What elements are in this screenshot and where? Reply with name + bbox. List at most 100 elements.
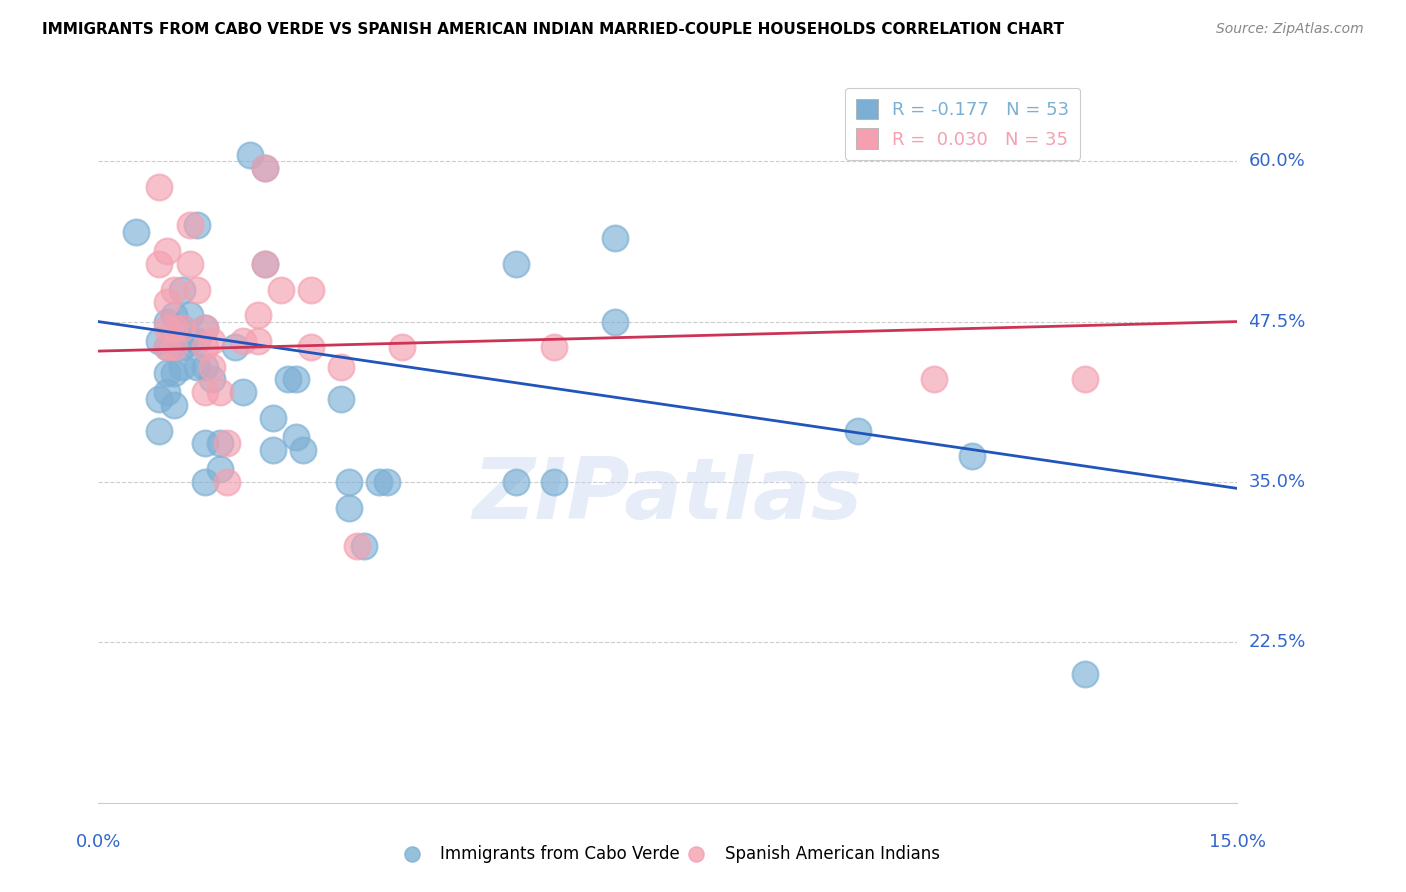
Point	[543, 475, 565, 489]
Point	[194, 436, 217, 450]
Point	[156, 315, 179, 329]
Point	[194, 359, 217, 374]
Text: Spanish American Indians: Spanish American Indians	[725, 845, 939, 863]
Text: Immigrants from Cabo Verde: Immigrants from Cabo Verde	[440, 845, 681, 863]
Text: 60.0%: 60.0%	[1249, 153, 1305, 170]
Text: 47.5%: 47.5%	[1249, 312, 1306, 331]
Point	[194, 340, 217, 354]
Point	[163, 308, 186, 322]
Point	[277, 372, 299, 386]
Point	[125, 225, 148, 239]
Point	[194, 475, 217, 489]
Point	[186, 283, 208, 297]
Point	[186, 219, 208, 233]
Point	[148, 179, 170, 194]
Point	[254, 161, 277, 175]
Point	[163, 334, 186, 348]
Point	[208, 462, 231, 476]
Point	[194, 321, 217, 335]
Point	[179, 334, 201, 348]
Text: IMMIGRANTS FROM CABO VERDE VS SPANISH AMERICAN INDIAN MARRIED-COUPLE HOUSEHOLDS : IMMIGRANTS FROM CABO VERDE VS SPANISH AM…	[42, 22, 1064, 37]
Point	[284, 372, 307, 386]
Point	[148, 257, 170, 271]
Point	[391, 340, 413, 354]
Point	[170, 359, 193, 374]
Point	[292, 442, 315, 457]
Point	[330, 359, 353, 374]
Point	[330, 392, 353, 406]
Point	[156, 244, 179, 258]
Point	[170, 340, 193, 354]
Point	[170, 321, 193, 335]
Point	[156, 340, 179, 354]
Point	[603, 231, 626, 245]
Point	[1074, 372, 1097, 386]
Point	[254, 257, 277, 271]
Point	[156, 366, 179, 380]
Point	[375, 475, 398, 489]
Text: 35.0%: 35.0%	[1249, 473, 1306, 491]
Point	[217, 436, 239, 450]
Point	[353, 539, 375, 553]
Point	[148, 334, 170, 348]
Point	[299, 283, 322, 297]
Point	[163, 398, 186, 412]
Text: Source: ZipAtlas.com: Source: ZipAtlas.com	[1216, 22, 1364, 37]
Point	[163, 340, 186, 354]
Point	[194, 321, 217, 335]
Point	[346, 539, 368, 553]
Point	[156, 385, 179, 400]
Point	[186, 334, 208, 348]
Point	[170, 283, 193, 297]
Point	[208, 385, 231, 400]
Point	[846, 424, 869, 438]
Point	[148, 392, 170, 406]
Point	[232, 385, 254, 400]
Point	[543, 340, 565, 354]
Point	[262, 410, 284, 425]
Point	[201, 359, 224, 374]
Point	[337, 475, 360, 489]
Point	[163, 283, 186, 297]
Point	[179, 257, 201, 271]
Point	[603, 315, 626, 329]
Point	[201, 334, 224, 348]
Point	[922, 372, 945, 386]
Point	[179, 308, 201, 322]
Point	[960, 450, 983, 464]
Point	[186, 359, 208, 374]
Point	[246, 308, 269, 322]
Point	[505, 475, 527, 489]
Point	[156, 295, 179, 310]
Point	[284, 430, 307, 444]
Point	[163, 321, 186, 335]
Point	[201, 372, 224, 386]
Point	[270, 283, 292, 297]
Point	[254, 257, 277, 271]
Point	[179, 219, 201, 233]
Point	[156, 340, 179, 354]
Point	[1074, 667, 1097, 681]
Point	[368, 475, 391, 489]
Point	[224, 340, 246, 354]
Point	[194, 385, 217, 400]
Point	[239, 148, 262, 162]
Point	[246, 334, 269, 348]
Point	[262, 442, 284, 457]
Text: ZIPatlas: ZIPatlas	[472, 454, 863, 537]
Point	[505, 257, 527, 271]
Text: 22.5%: 22.5%	[1249, 633, 1306, 651]
Point	[170, 321, 193, 335]
Legend: R = -0.177   N = 53, R =  0.030   N = 35: R = -0.177 N = 53, R = 0.030 N = 35	[845, 87, 1080, 160]
Point	[299, 340, 322, 354]
Point	[337, 500, 360, 515]
Point	[254, 161, 277, 175]
Text: 0.0%: 0.0%	[76, 833, 121, 851]
Point	[156, 321, 179, 335]
Point	[148, 424, 170, 438]
Point	[232, 334, 254, 348]
Text: 15.0%: 15.0%	[1209, 833, 1265, 851]
Point	[208, 436, 231, 450]
Point	[217, 475, 239, 489]
Point	[163, 366, 186, 380]
